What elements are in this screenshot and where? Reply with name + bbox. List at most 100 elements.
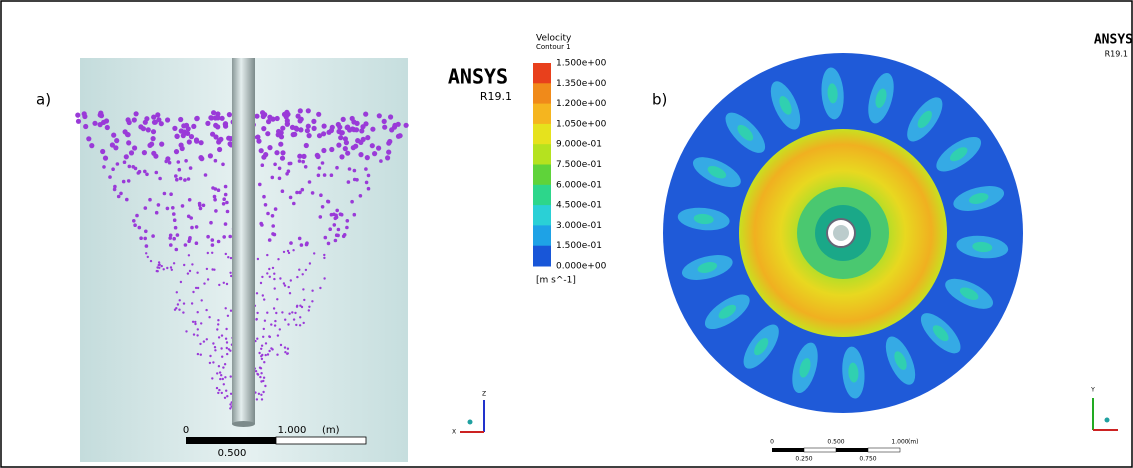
particle xyxy=(363,112,368,117)
particle xyxy=(258,393,260,395)
particle xyxy=(226,341,228,343)
particle xyxy=(260,394,262,396)
particle xyxy=(266,312,268,314)
particle xyxy=(208,316,210,318)
particle xyxy=(276,298,278,300)
particle xyxy=(143,170,147,174)
color-bar-label: 1.500e+00 xyxy=(556,59,607,69)
particle xyxy=(328,227,332,231)
particle xyxy=(170,266,172,268)
particle xyxy=(343,136,348,141)
color-bar-label: 4.500e-01 xyxy=(556,201,602,211)
particle xyxy=(225,390,227,392)
particle xyxy=(267,353,269,355)
particle xyxy=(311,119,316,124)
particle xyxy=(303,322,305,324)
particle xyxy=(293,126,298,131)
particle xyxy=(114,138,119,143)
particle xyxy=(309,262,311,264)
particle xyxy=(389,127,394,132)
particle xyxy=(155,211,159,215)
particle xyxy=(303,299,305,301)
particle xyxy=(288,162,292,166)
particle xyxy=(188,254,190,256)
particle xyxy=(298,159,302,163)
particle xyxy=(273,163,277,167)
particle xyxy=(265,342,267,344)
particle xyxy=(321,148,326,153)
particle xyxy=(319,287,321,289)
particle xyxy=(264,320,266,322)
particle xyxy=(230,375,232,377)
particle xyxy=(353,213,357,217)
particle xyxy=(168,236,172,240)
particle xyxy=(259,148,264,153)
particle xyxy=(268,268,270,270)
particle xyxy=(194,321,196,323)
particle xyxy=(149,142,154,147)
particle xyxy=(260,348,262,350)
particle xyxy=(217,188,221,192)
particle xyxy=(322,124,327,129)
particle xyxy=(278,177,282,181)
particle xyxy=(230,257,232,259)
particle xyxy=(313,252,315,254)
particle xyxy=(266,272,268,274)
particle xyxy=(271,214,275,218)
particle xyxy=(207,252,209,254)
particle xyxy=(200,354,202,356)
particle xyxy=(316,112,321,117)
color-bar-labels: 1.500e+001.350e+001.200e+001.050e+009.00… xyxy=(556,59,607,272)
particle xyxy=(222,202,226,206)
particle xyxy=(274,287,276,289)
particle xyxy=(311,290,313,292)
particle xyxy=(268,238,272,242)
particle xyxy=(195,241,199,245)
particle xyxy=(398,133,403,138)
brand: ANSYS xyxy=(1094,33,1133,48)
particle xyxy=(229,403,231,405)
particle xyxy=(265,131,270,136)
particle xyxy=(255,370,257,372)
particle xyxy=(305,128,310,133)
particle xyxy=(263,377,265,379)
particle xyxy=(150,260,152,262)
particle xyxy=(330,173,334,177)
particle xyxy=(196,334,198,336)
scale-label: 0 xyxy=(183,425,189,436)
particle xyxy=(388,114,393,119)
particle xyxy=(377,113,382,118)
particle xyxy=(213,195,217,199)
particle xyxy=(327,200,331,204)
particle xyxy=(195,225,199,229)
particle xyxy=(317,133,322,138)
particle xyxy=(211,268,213,270)
particle xyxy=(295,191,299,195)
particle xyxy=(264,385,266,387)
particle xyxy=(202,204,206,208)
color-band xyxy=(533,205,551,226)
particle xyxy=(336,122,341,127)
particle xyxy=(201,299,203,301)
particle xyxy=(223,282,225,284)
particle xyxy=(340,130,345,135)
particle xyxy=(98,122,103,127)
particle xyxy=(311,191,315,195)
particle xyxy=(281,311,283,313)
particle xyxy=(268,350,270,352)
particle xyxy=(175,178,179,182)
particle xyxy=(148,198,152,202)
particle xyxy=(266,254,268,256)
color-band xyxy=(533,104,551,125)
particle xyxy=(261,126,266,131)
particle xyxy=(255,135,260,140)
particle xyxy=(189,166,193,170)
particle xyxy=(156,266,158,268)
particle xyxy=(217,323,219,325)
particle xyxy=(171,206,175,210)
particle xyxy=(214,346,216,348)
particle xyxy=(206,338,208,340)
particle xyxy=(174,149,179,154)
particle xyxy=(332,213,336,217)
particle xyxy=(209,362,211,364)
